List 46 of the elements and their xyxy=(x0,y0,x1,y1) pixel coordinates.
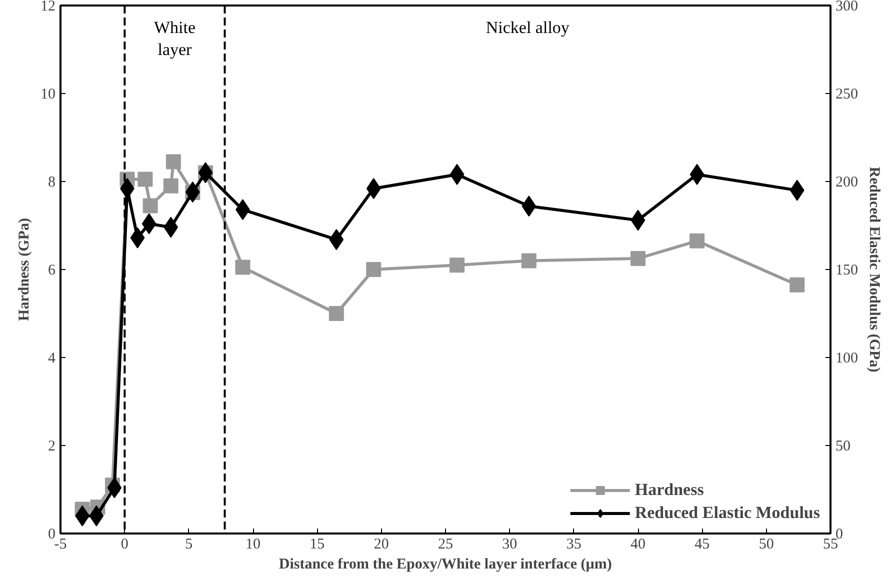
x-tick-label: 10 xyxy=(246,536,260,552)
x-tick-label: -5 xyxy=(54,536,67,552)
legend-label: Reduced Elastic Modulus xyxy=(634,503,820,523)
x-tick-label: 30 xyxy=(502,536,518,552)
x-tick-label: 40 xyxy=(630,536,646,552)
y-tick-label: 12 xyxy=(40,0,56,14)
y-tick-label: 10 xyxy=(40,86,56,102)
legend-label: Hardness xyxy=(634,480,704,500)
x-axis-title: Distance from the Epoxy/White layer interface (µm) xyxy=(278,556,612,572)
y2-tick-label: 50 xyxy=(836,438,850,454)
x-tick-label: 25 xyxy=(438,536,453,552)
y-tick-label: 4 xyxy=(48,350,56,366)
point xyxy=(366,262,382,277)
x-tick-label: 15 xyxy=(310,536,325,552)
x-tick-label: 45 xyxy=(694,536,710,552)
point xyxy=(235,260,250,275)
y2-axis-title: Reduced Elastic Modulus (GPa) xyxy=(866,166,882,372)
x-tick-label: 5 xyxy=(185,536,193,552)
x-tick-label: 20 xyxy=(374,536,389,552)
point xyxy=(790,277,805,292)
x-tick-label: 35 xyxy=(566,536,582,552)
y2-tick-label: 100 xyxy=(836,350,858,366)
y2-tick-label: 250 xyxy=(836,86,858,102)
y2-tick-label: 0 xyxy=(836,526,843,542)
y2-tick-label: 300 xyxy=(836,0,858,14)
point xyxy=(690,233,705,248)
y-tick-label: 0 xyxy=(48,526,56,542)
x-tick-label: 50 xyxy=(758,536,774,552)
y-tick-label: 2 xyxy=(48,438,56,454)
point xyxy=(521,253,536,268)
point xyxy=(138,172,153,187)
point xyxy=(166,154,181,170)
y-tick-label: 8 xyxy=(48,174,56,190)
annotation: White layer xyxy=(154,18,196,59)
point xyxy=(328,306,344,321)
point xyxy=(450,258,465,273)
point xyxy=(163,178,178,194)
y2-tick-label: 200 xyxy=(836,174,858,190)
x-tick-label: 55 xyxy=(823,536,838,552)
y2-tick-label: 150 xyxy=(836,262,858,278)
annotation: Nickel alloy xyxy=(486,18,570,37)
y-tick-label: 6 xyxy=(48,262,56,278)
point xyxy=(630,251,646,266)
y-axis-title: Hardness (GPa) xyxy=(16,218,32,321)
x-tick-label: 0 xyxy=(120,536,128,552)
point xyxy=(142,198,158,214)
